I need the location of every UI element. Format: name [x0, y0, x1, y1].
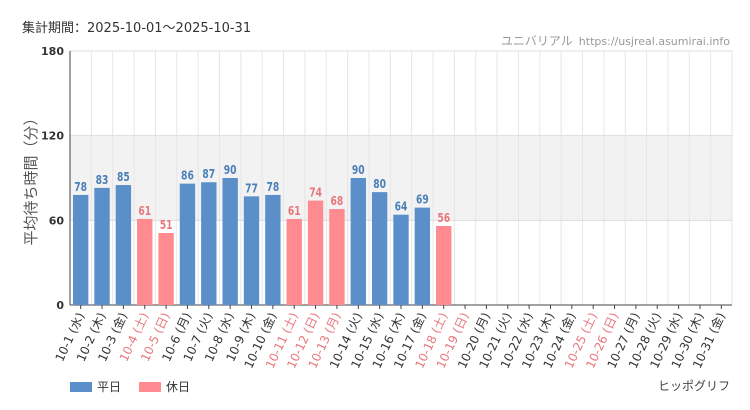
bar-value-label: 86	[181, 169, 194, 183]
bar	[201, 182, 217, 305]
bar-value-label: 61	[138, 204, 151, 218]
bar	[393, 214, 409, 305]
source-credit: ユニバリアル https://usjreal.asumirai.info	[501, 32, 730, 49]
bar-value-label: 64	[395, 200, 408, 214]
y-tick-label: 180	[41, 45, 64, 58]
bar	[414, 207, 431, 305]
y-tick-label: 0	[56, 299, 64, 312]
bar	[286, 218, 302, 305]
bar-value-label: 83	[96, 173, 109, 187]
bar-value-label: 78	[74, 180, 87, 194]
bar-value-label: 87	[202, 167, 215, 181]
y-tick-label: 120	[41, 130, 64, 143]
y-axis-title: 平均待ち時間（分）	[22, 110, 40, 245]
bar	[222, 178, 238, 305]
legend-holiday-swatch	[139, 381, 162, 392]
bar	[350, 178, 366, 305]
y-tick-label: 60	[49, 214, 65, 227]
bar-value-label: 80	[373, 177, 386, 191]
bar-value-label: 78	[266, 180, 279, 194]
source-url[interactable]: https://usjreal.asumirai.info	[578, 35, 730, 48]
bar-value-label: 90	[352, 163, 365, 177]
chart-legend: 平日 休日	[70, 378, 190, 395]
bar-value-label: 90	[224, 163, 237, 177]
bar-value-label: 74	[309, 186, 322, 200]
bar-value-label: 69	[416, 193, 429, 207]
bar-value-label: 85	[117, 170, 130, 184]
bar	[265, 194, 281, 305]
bar	[158, 233, 174, 305]
legend-weekday-label: 平日	[97, 380, 122, 394]
bar-value-label: 51	[160, 218, 173, 232]
bar	[179, 183, 196, 305]
bar	[371, 192, 388, 305]
legend-holiday-label: 休日	[166, 380, 191, 394]
bar-value-label: 77	[245, 182, 258, 196]
legend-weekday[interactable]: 平日	[70, 378, 121, 395]
legend-weekday-swatch	[70, 381, 92, 392]
source-name: ユニバリアル	[500, 34, 573, 48]
legend-holiday[interactable]: 休日	[139, 378, 190, 395]
bar	[94, 187, 110, 305]
period-label: 集計期間：2025-10-01～2025-10-31	[22, 21, 252, 36]
bar-value-label: 61	[288, 204, 301, 218]
bar	[329, 209, 345, 305]
bar-value-label: 56	[437, 211, 450, 225]
bar	[307, 200, 324, 305]
bar	[243, 196, 260, 305]
bar	[72, 194, 89, 305]
brand-label: ヒッポグリフ	[657, 379, 730, 393]
bar	[115, 185, 132, 305]
bar	[436, 225, 452, 305]
bar	[137, 218, 153, 305]
bar-value-label: 68	[331, 194, 344, 208]
